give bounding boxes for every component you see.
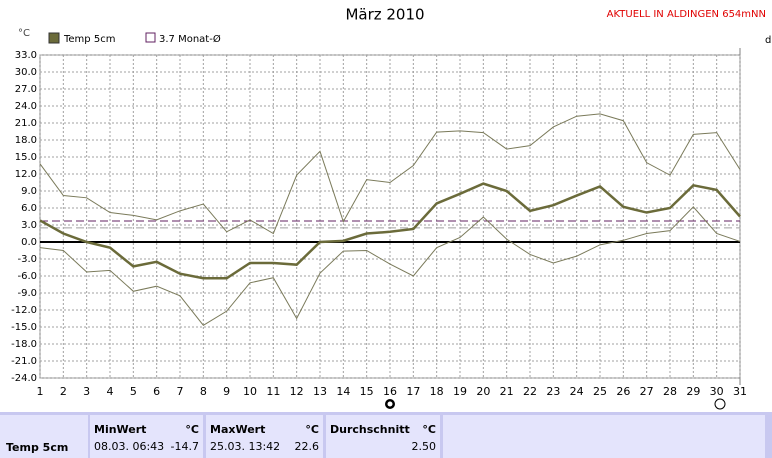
y-tick-label: 21.0 <box>15 118 37 129</box>
x-tick-label: 9 <box>223 385 230 398</box>
y-tick-label: 12.0 <box>15 169 37 180</box>
value: 2.50 <box>411 440 437 453</box>
x-tick-label: 11 <box>266 385 280 398</box>
x-tick-label: 25 <box>593 385 607 398</box>
x-tick-label: 7 <box>177 385 184 398</box>
value: -14.7 <box>170 440 199 453</box>
y-tick-label: -21.0 <box>11 356 37 367</box>
x-tick-label: 26 <box>616 385 630 398</box>
y-tick-label: 27.0 <box>15 84 37 95</box>
y-tick-label: -18.0 <box>11 339 37 350</box>
chart-title: März 2010 <box>345 6 424 24</box>
x-tick-label: 16 <box>383 385 397 398</box>
y-tick-label: 6.0 <box>21 203 37 214</box>
x-tick-label: 3 <box>83 385 90 398</box>
y-tick-label: -3.0 <box>17 254 37 265</box>
x-tick-label: 13 <box>313 385 327 398</box>
x-tick-label: 14 <box>336 385 350 398</box>
station: AKTUELL IN ALDINGEN 654mNN <box>607 9 766 20</box>
y-tick-label: 9.0 <box>21 186 37 197</box>
x-tick-label: 24 <box>570 385 584 398</box>
header: Durchschnitt <box>330 423 410 436</box>
x-tick-label: 10 <box>243 385 257 398</box>
x-tick-label: 5 <box>130 385 137 398</box>
x-tick-label: 28 <box>663 385 677 398</box>
unit: °C <box>305 423 319 436</box>
cell: MinWert °C 08.03. 06:43 -14.7 <box>90 415 203 458</box>
x-tick-label: 6 <box>153 385 160 398</box>
series-line <box>39 113 741 235</box>
y-tick-label: -15.0 <box>11 322 37 333</box>
full-moon <box>714 398 726 410</box>
cell: Durchschnitt °C 2.50 <box>326 415 440 458</box>
y-tick-label: 30.0 <box>15 67 37 78</box>
legend-swatch <box>48 32 60 44</box>
time: 08.03. 06:43 <box>94 440 165 453</box>
x-tick-label: 12 <box>290 385 304 398</box>
x-tick-label: 4 <box>107 385 114 398</box>
x-tick-label: 2 <box>60 385 67 398</box>
x-tick-label: 19 <box>453 385 467 398</box>
unit: °C <box>422 423 436 436</box>
x-tick-label: 27 <box>640 385 654 398</box>
series-line <box>39 182 741 280</box>
series-line <box>39 206 741 326</box>
x-tick-label: 18 <box>430 385 444 398</box>
y-tick-label: -9.0 <box>17 288 37 299</box>
x-tick-label: 22 <box>523 385 537 398</box>
legend-label: Temp 5cm <box>63 34 115 45</box>
y-tick-label: 0.0 <box>21 237 37 248</box>
value: 22.6 <box>294 440 320 453</box>
right-label: d <box>765 35 771 46</box>
y-tick-label: 15.0 <box>15 152 37 163</box>
legend-label: 3.7 Monat-Ø <box>159 33 221 45</box>
cell: Temp 5cm <box>0 415 88 458</box>
header: MaxWert <box>210 423 266 436</box>
x-tick-label: 8 <box>200 385 207 398</box>
x-tick-label: 23 <box>546 385 560 398</box>
cell <box>443 415 765 458</box>
x-tick-label: 1 <box>37 385 44 398</box>
unit: °C <box>185 423 199 436</box>
x-tick-label: 29 <box>686 385 700 398</box>
x-tick-label: 17 <box>406 385 420 398</box>
new-moon-inner <box>387 401 393 407</box>
y-tick-label: 24.0 <box>15 101 37 112</box>
legend-swatch <box>145 32 156 43</box>
y-tick-label: 33.0 <box>15 50 37 61</box>
y-tick-label: -12.0 <box>11 305 37 316</box>
header: MinWert <box>94 423 147 436</box>
y-tick-label: -24.0 <box>11 373 37 384</box>
unit-label: °C <box>18 28 30 39</box>
x-tick-label: 20 <box>476 385 490 398</box>
x-tick-label: 30 <box>710 385 724 398</box>
y-tick-label: 18.0 <box>15 135 37 146</box>
y-tick-label: -6.0 <box>17 271 37 282</box>
cell: MaxWert °C 25.03. 13:42 22.6 <box>206 415 323 458</box>
y-tick-label: 3.0 <box>21 220 37 231</box>
stats-panel: Temp 5cm MinWert °C 08.03. 06:43 -14.7 M… <box>0 412 772 458</box>
x-tick-label: 15 <box>360 385 374 398</box>
row-label: Temp 5cm <box>6 441 69 454</box>
time: 25.03. 13:42 <box>210 440 281 453</box>
chart: März 2010 AKTUELL IN ALDINGEN 654mNN °C … <box>11 6 771 410</box>
x-tick-label: 31 <box>733 385 747 398</box>
x-tick-label: 21 <box>500 385 514 398</box>
